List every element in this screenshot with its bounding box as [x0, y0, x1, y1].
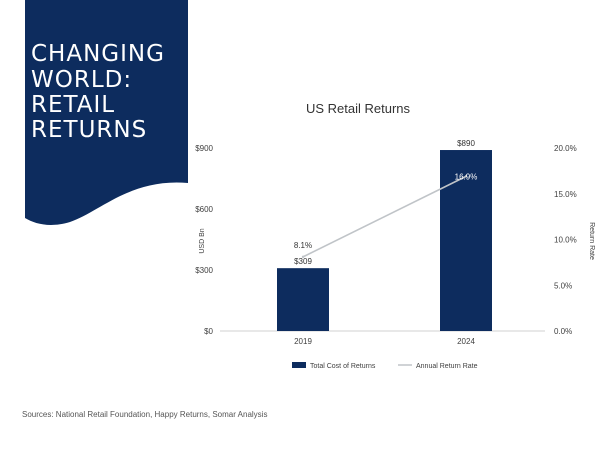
title-line-3: RETAIL — [31, 92, 116, 118]
rate-data-label: 8.1% — [294, 241, 312, 250]
rate-point-2024 — [464, 175, 468, 178]
y2-tick-label: 20.0% — [554, 144, 577, 153]
bar-2024 — [440, 150, 492, 331]
y-tick-label: $900 — [195, 144, 213, 153]
legend-label-rate: Annual Return Rate — [416, 363, 478, 370]
x-tick-label: 2019 — [294, 337, 312, 346]
y2-tick-label: 15.0% — [554, 190, 577, 199]
bar-data-label: $890 — [457, 139, 475, 148]
x-tick-label: 2024 — [457, 337, 475, 346]
source-note: Sources: National Retail Foundation, Hap… — [22, 410, 268, 419]
y2-axis-label: Return Rate — [588, 222, 595, 260]
title-line-2: WORLD: — [31, 67, 133, 93]
chart-title: US Retail Returns — [306, 101, 411, 116]
bar-2019 — [277, 268, 329, 331]
y-axis-label: USD Bn — [199, 228, 206, 253]
return-rate-line — [302, 175, 467, 258]
y-tick-label: $300 — [195, 266, 213, 275]
y-tick-label: $600 — [195, 205, 213, 214]
y2-tick-label: 5.0% — [554, 281, 572, 290]
chart-legend: Total Cost of Returns Annual Return Rate — [292, 362, 478, 370]
title-line-4: RETURNS — [31, 117, 148, 143]
rate-data-label: 16.9% — [455, 172, 478, 181]
rate-point-2019 — [301, 255, 305, 259]
y2-tick-label: 0.0% — [554, 327, 572, 336]
y-tick-label: $0 — [204, 327, 213, 336]
bar-data-label: $309 — [294, 257, 312, 266]
banner-shape — [25, 0, 188, 225]
y2-tick-label: 10.0% — [554, 236, 577, 245]
title-line-1: CHANGING — [31, 41, 165, 67]
legend-swatch-cost — [292, 362, 306, 368]
legend-label-cost: Total Cost of Returns — [310, 363, 376, 370]
